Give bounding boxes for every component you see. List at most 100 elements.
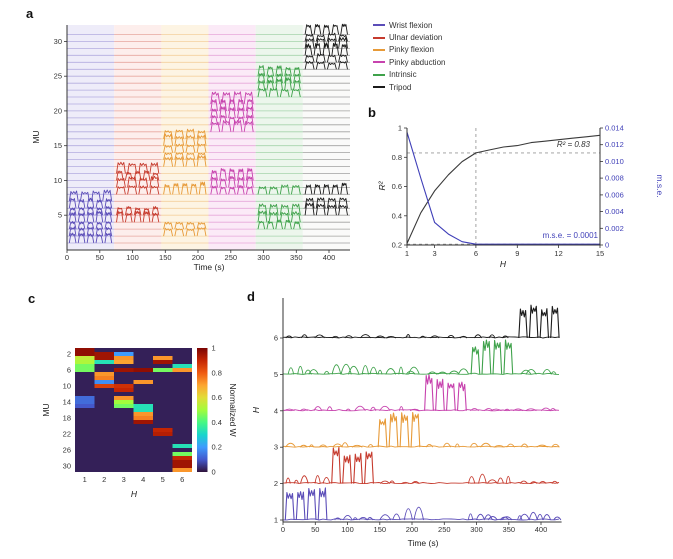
a-mu-burst bbox=[257, 72, 301, 84]
colorbar-tick-label: 0.8 bbox=[212, 368, 222, 377]
d-x-tick-label: 300 bbox=[470, 525, 483, 534]
c-y-tick-label: 14 bbox=[63, 398, 71, 407]
c-heatmap-cell bbox=[94, 384, 114, 388]
b-right-tick-label: 0.004 bbox=[605, 207, 624, 216]
b-left-tick-label: 0.6 bbox=[392, 182, 402, 191]
d-x-tick-label: 50 bbox=[311, 525, 319, 534]
d-y-tick-label: 2 bbox=[274, 479, 278, 488]
d-trace-minor-bumps bbox=[467, 473, 511, 484]
c-heatmap-cell bbox=[94, 360, 114, 364]
a-mu-burst bbox=[163, 152, 207, 160]
b-left-tick-label: 0.8 bbox=[392, 153, 402, 162]
c-heatmap-cell bbox=[75, 360, 95, 364]
r2-annotation: R² = 0.83 bbox=[556, 140, 590, 149]
d-y-tick-label: 4 bbox=[274, 406, 278, 415]
a-mu-burst bbox=[116, 206, 160, 216]
c-heatmap-cell bbox=[114, 396, 134, 400]
panel-a-ylabel: MU bbox=[31, 130, 41, 144]
legend-item-ulnar-deviation: Ulnar deviation bbox=[373, 31, 445, 43]
d-trace-minor-bumps bbox=[285, 442, 374, 448]
d-trace-minor-bumps bbox=[520, 368, 557, 375]
c-heatmap-cell bbox=[114, 388, 134, 392]
a-mu-burst bbox=[163, 155, 207, 167]
c-heatmap-cell bbox=[172, 444, 192, 448]
c-heatmap-cell bbox=[94, 376, 114, 380]
c-y-tick-label: 6 bbox=[67, 366, 71, 375]
d-trace-minor-bumps bbox=[517, 511, 562, 521]
d-trace-minor-bumps bbox=[287, 365, 330, 375]
ulnar-deviation-swatch-icon bbox=[373, 36, 385, 39]
b-mse-curve bbox=[406, 132, 600, 245]
c-heatmap-cell bbox=[153, 368, 173, 372]
a-mu-burst bbox=[210, 175, 254, 188]
d-x-tick-label: 0 bbox=[281, 525, 285, 534]
c-heatmap-cell bbox=[172, 456, 192, 460]
colorbar bbox=[197, 348, 208, 472]
c-heatmap-cell bbox=[94, 372, 114, 376]
d-trace-burst bbox=[518, 304, 560, 339]
d-trace-burst bbox=[331, 446, 374, 484]
a-mu-burst bbox=[304, 202, 348, 216]
d-trace-minor-bumps bbox=[285, 475, 331, 484]
b-x-tick-label: 9 bbox=[515, 249, 519, 258]
panel-a-letter: a bbox=[26, 6, 34, 21]
c-heatmap-cell bbox=[153, 432, 173, 436]
pinky-flexion-swatch-icon bbox=[373, 48, 385, 51]
d-trace-minor-bumps bbox=[379, 480, 420, 484]
tripod-swatch-icon bbox=[373, 86, 385, 89]
c-x-tick-label: 1 bbox=[83, 475, 87, 484]
b-right-tick-label: 0.006 bbox=[605, 190, 624, 199]
d-trace-minor-bumps bbox=[331, 363, 378, 375]
b-x-tick-label: 1 bbox=[405, 249, 409, 258]
c-heatmap-cell bbox=[114, 404, 134, 408]
c-heatmap-cell bbox=[75, 364, 95, 368]
a-x-tick-label: 300 bbox=[257, 253, 270, 262]
legend-label: Ulnar deviation bbox=[389, 33, 443, 43]
a-mu-burst bbox=[116, 161, 160, 174]
a-mu-burst bbox=[116, 210, 160, 223]
a-mu-burst bbox=[116, 185, 160, 195]
a-y-tick-label: 5 bbox=[58, 211, 62, 220]
a-mu-burst bbox=[163, 128, 207, 139]
legend-item-pinky-flexion: Pinky flexion bbox=[373, 44, 445, 56]
d-trace-burst bbox=[377, 411, 421, 448]
d-trace-minor-bumps bbox=[377, 366, 420, 375]
c-heatmap-cell bbox=[114, 360, 134, 364]
b-left-tick-label: 1 bbox=[398, 124, 402, 133]
legend-item-intrinsic: Intrinsic bbox=[373, 69, 445, 81]
a-mu-burst bbox=[68, 189, 113, 202]
c-heatmap-cell bbox=[75, 368, 95, 372]
b-x-tick-label: 12 bbox=[554, 249, 562, 258]
a-mu-burst bbox=[68, 211, 113, 223]
a-mu-burst bbox=[257, 77, 301, 91]
legend-label: Pinky flexion bbox=[389, 45, 434, 55]
a-x-tick-label: 250 bbox=[225, 253, 238, 262]
c-heatmap-cell bbox=[114, 384, 134, 388]
c-heatmap-cell bbox=[153, 356, 173, 360]
c-heatmap-cell bbox=[172, 368, 192, 372]
c-heatmap-cell bbox=[172, 364, 192, 368]
c-heatmap-cell bbox=[94, 380, 114, 384]
d-x-tick-label: 350 bbox=[503, 525, 516, 534]
legend-label: Wrist flexion bbox=[389, 20, 433, 30]
a-x-tick-label: 0 bbox=[65, 253, 69, 262]
a-mu-burst bbox=[116, 170, 160, 181]
c-heatmap-cell bbox=[75, 348, 95, 352]
a-x-tick-label: 200 bbox=[192, 253, 205, 262]
colorbar-tick-label: 0 bbox=[212, 468, 216, 477]
panel-b-letter: b bbox=[368, 105, 376, 120]
c-x-tick-label: 3 bbox=[122, 475, 126, 484]
a-y-tick-label: 30 bbox=[54, 37, 62, 46]
a-mu-burst bbox=[210, 120, 254, 132]
colorbar-tick-label: 1 bbox=[212, 344, 216, 353]
panel-b-plot: 1 3 6 9 12 15 0.2 0.4 0.6 0.8 1 0 0.002 0.004 0.006 0.0… bbox=[392, 124, 624, 259]
a-y-tick-label: 15 bbox=[54, 141, 62, 150]
d-trace-burst bbox=[424, 374, 467, 411]
panel-c-xlabel: H bbox=[130, 489, 138, 499]
a-mu-burst bbox=[257, 210, 301, 223]
a-mu-burst bbox=[304, 197, 348, 209]
a-gesture-band bbox=[114, 25, 162, 250]
b-right-tick-label: 0.010 bbox=[605, 157, 624, 166]
d-x-tick-label: 150 bbox=[374, 525, 387, 534]
